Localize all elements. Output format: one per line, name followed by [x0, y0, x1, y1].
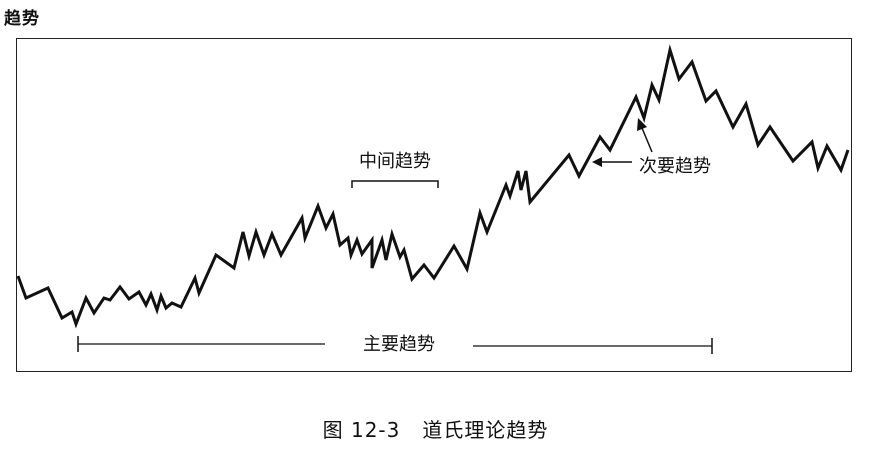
figure-number: 图 12-3 — [322, 418, 401, 442]
intermediate-trend-bracket — [351, 180, 439, 188]
figure-caption: 图 12-3 道氏理论趋势 — [0, 414, 871, 443]
diagram-frame — [16, 38, 852, 372]
page-title: 趋势 — [4, 9, 40, 29]
primary-trend-label: 主要趋势 — [363, 334, 435, 355]
figure-caption-text: 道氏理论趋势 — [422, 418, 549, 442]
secondary-arrow-left-head — [592, 157, 602, 167]
secondary-trend-label: 次要趋势 — [639, 156, 711, 177]
price-line — [16, 44, 850, 329]
intermediate-trend-label: 中间趋势 — [359, 151, 431, 172]
secondary-arrow-up-shaft — [641, 127, 653, 153]
secondary-arrow-up-head — [637, 118, 647, 131]
